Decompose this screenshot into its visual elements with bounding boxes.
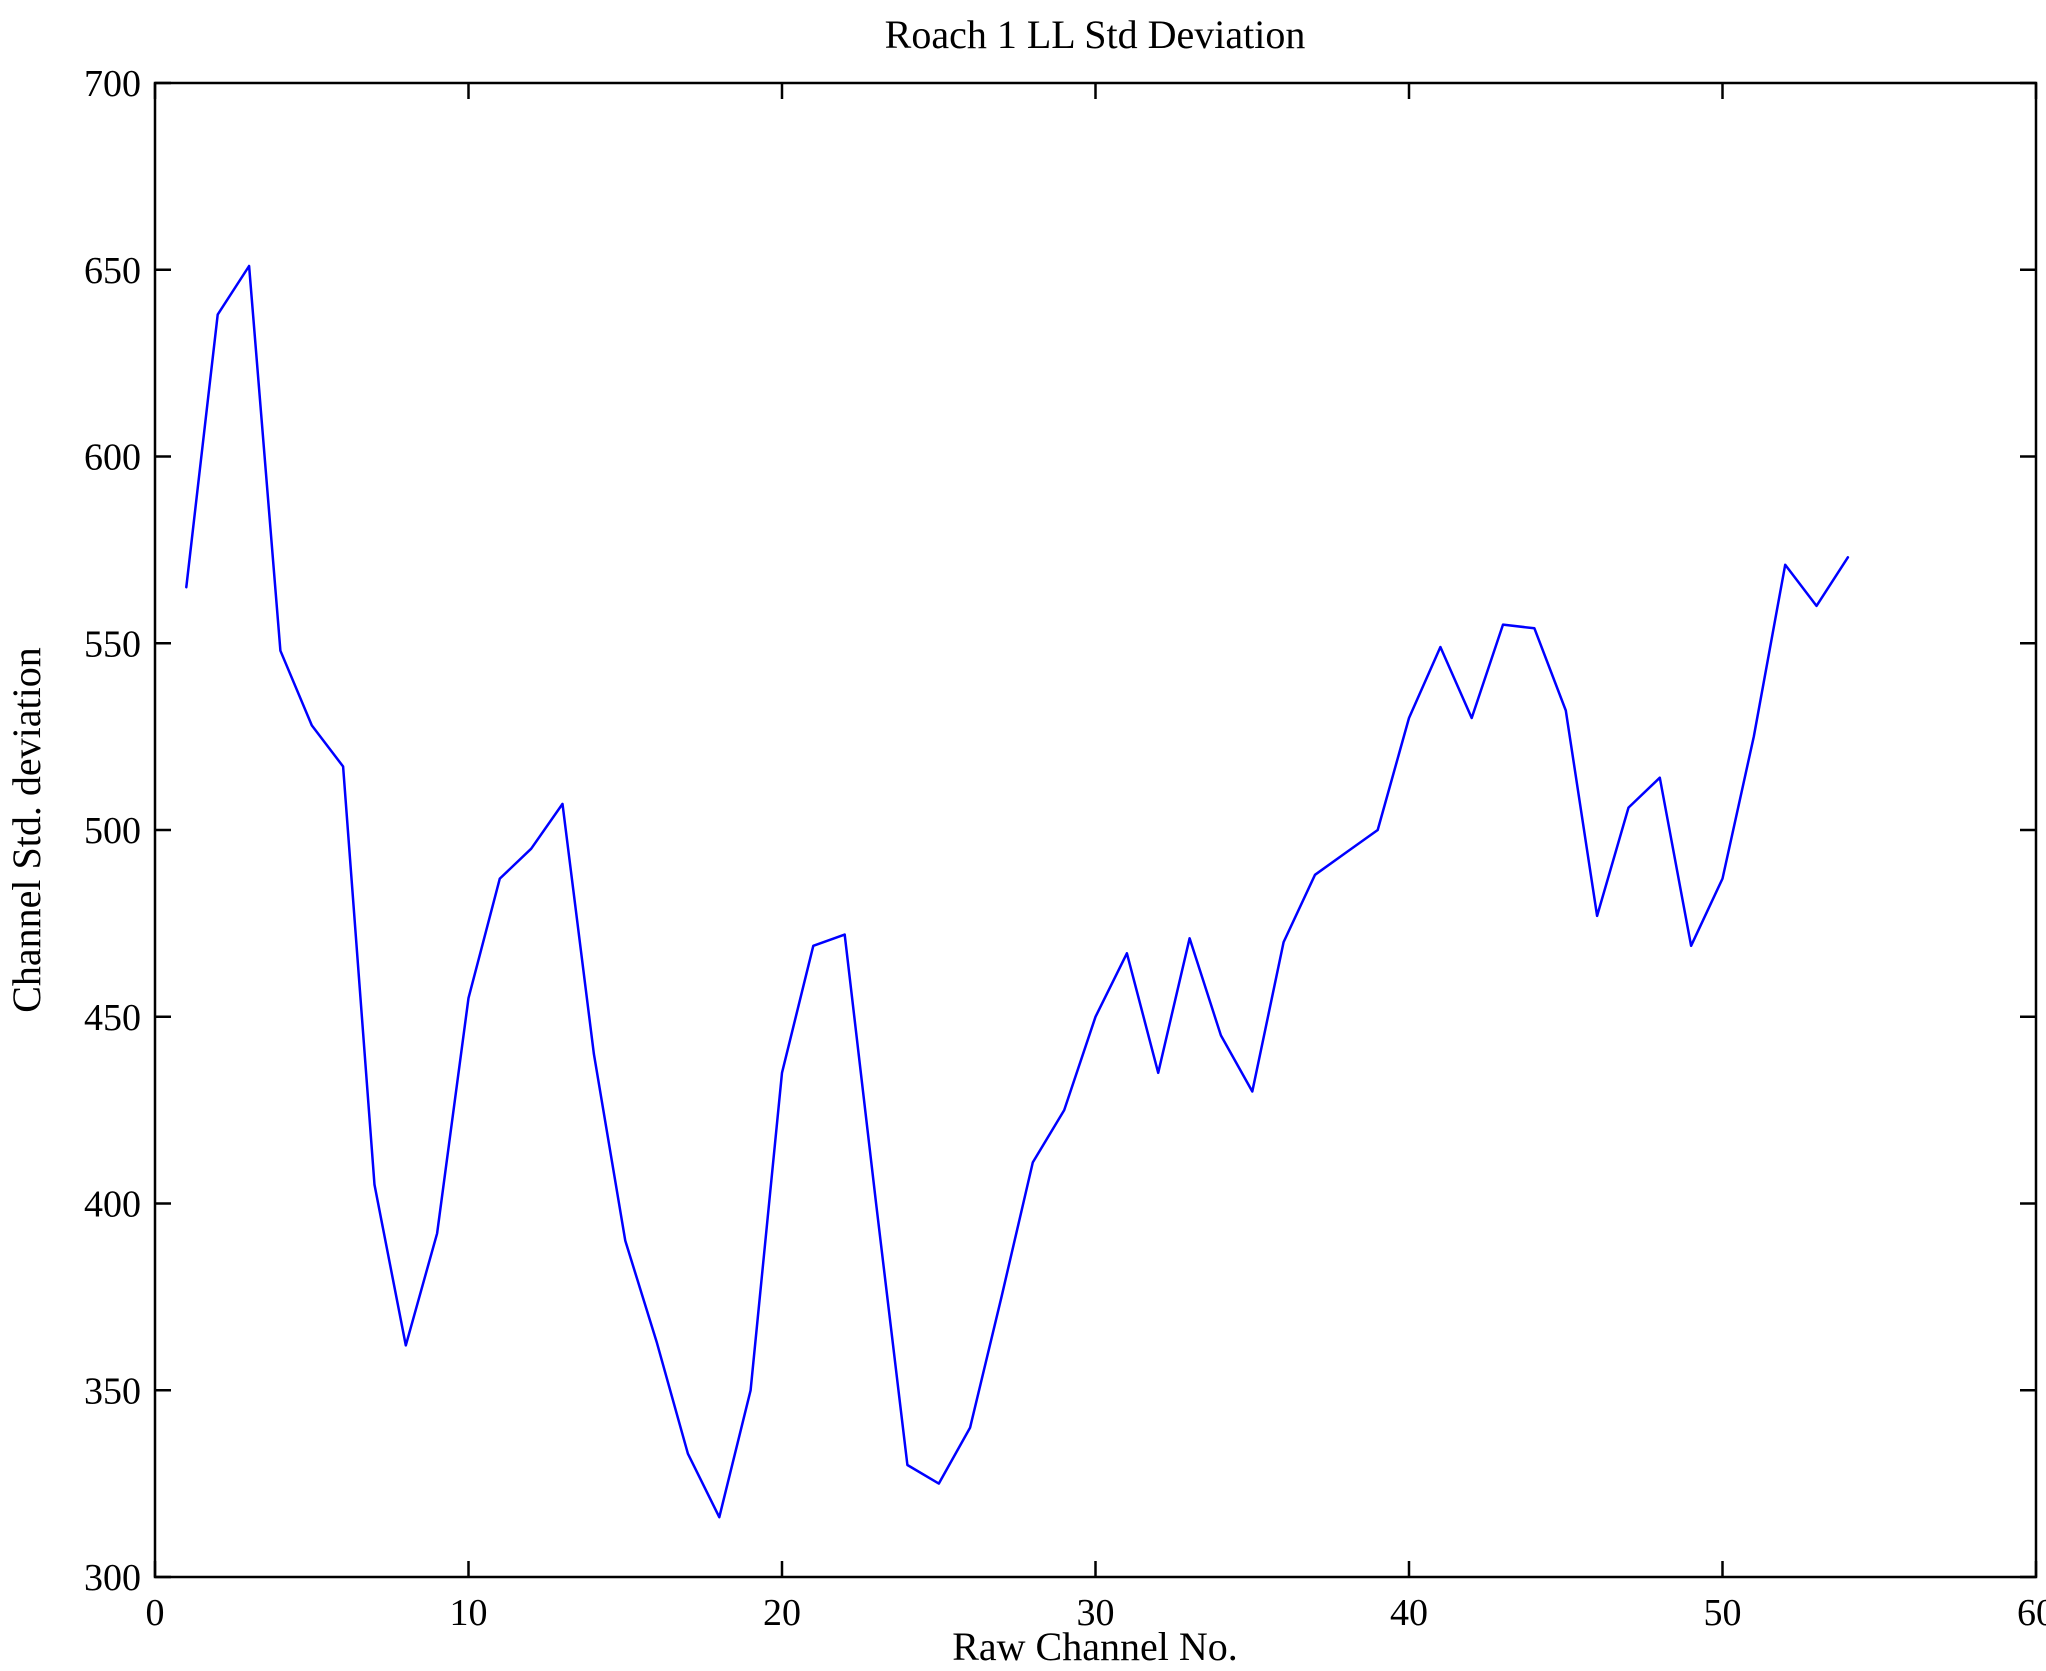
chart-title: Roach 1 LL Std Deviation: [885, 12, 1306, 57]
x-axis-label: Raw Channel No.: [952, 1624, 1238, 1669]
x-tick-label: 60: [2017, 1592, 2046, 1634]
y-tick-label: 550: [84, 623, 141, 665]
x-tick-label: 10: [450, 1592, 488, 1634]
y-axis-label: Channel Std. deviation: [4, 647, 49, 1013]
x-tick-label: 20: [763, 1592, 801, 1634]
x-tick-label: 0: [146, 1592, 165, 1634]
x-tick-label: 50: [1704, 1592, 1742, 1634]
y-tick-label: 650: [84, 250, 141, 292]
x-tick-label: 40: [1390, 1592, 1428, 1634]
y-tick-label: 600: [84, 437, 141, 479]
data-series: [185, 264, 1850, 1519]
y-tick-label: 350: [84, 1370, 141, 1412]
y-tick-label: 400: [84, 1184, 141, 1226]
plot-box: [153, 81, 2038, 1579]
y-tick-label: 300: [84, 1557, 141, 1599]
x-tick-label: 30: [1077, 1592, 1115, 1634]
y-tick-label: 500: [84, 810, 141, 852]
axis-ticks: 0 10 20 30 40 50 60 300 350 400 450 500 550 600 650 700: [84, 63, 2046, 1634]
y-tick-label: 450: [84, 997, 141, 1039]
y-tick-label: 700: [84, 63, 141, 105]
std-deviation-line: [185, 264, 1850, 1519]
